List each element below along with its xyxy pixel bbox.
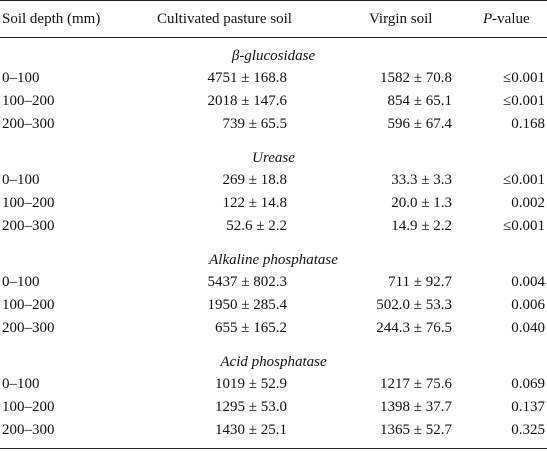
table-row: 200–300 1430 ± 25.1 1365 ± 52.7 0.325 — [0, 420, 547, 440]
cell-depth: 0–100 — [2, 172, 40, 188]
cell-p-value: 0.325 — [511, 422, 545, 438]
cell-depth: 0–100 — [2, 70, 40, 86]
header-p-suffix: -value — [492, 11, 530, 27]
section-title: Acid phosphatase — [220, 354, 327, 370]
table-header-row: Soil depth (mm) Cultivated pasture soil … — [0, 9, 547, 29]
cell-p-value: ≤0.001 — [503, 218, 545, 234]
cell-depth: 200–300 — [2, 218, 55, 234]
cell-virgin: 1365 ± 52.7 — [380, 422, 452, 438]
table-row: 100–200 1295 ± 53.0 1398 ± 37.7 0.137 — [0, 397, 547, 417]
cell-virgin: 244.3 ± 76.5 — [376, 320, 452, 336]
cell-depth: 200–300 — [2, 422, 55, 438]
cell-p-value: 0.002 — [511, 195, 545, 211]
cell-cultivated: 1019 ± 52.9 — [215, 376, 287, 392]
header-p-value: P-value — [483, 9, 530, 29]
cell-p-value: 0.137 — [511, 399, 545, 415]
table-header-rule — [0, 37, 547, 38]
cell-cultivated: 1295 ± 53.0 — [215, 399, 287, 415]
cell-depth: 200–300 — [2, 116, 55, 132]
cell-depth: 0–100 — [2, 376, 40, 392]
cell-virgin: 14.9 ± 2.2 — [391, 218, 452, 234]
cell-virgin: 854 ± 65.1 — [387, 93, 452, 109]
cell-cultivated: 2018 ± 147.6 — [207, 93, 287, 109]
cell-p-value: ≤0.001 — [503, 70, 545, 86]
table-row: 0–100 5437 ± 802.3 711 ± 92.7 0.004 — [0, 272, 547, 292]
header-virgin-soil: Virgin soil — [369, 11, 433, 27]
table-row: 100–200 2018 ± 147.6 854 ± 65.1 ≤0.001 — [0, 91, 547, 111]
cell-virgin: 33.3 ± 3.3 — [391, 172, 452, 188]
cell-virgin: 1582 ± 70.8 — [380, 70, 452, 86]
header-soil-depth: Soil depth (mm) — [2, 11, 101, 27]
header-p-letter: P — [483, 11, 493, 27]
cell-cultivated: 4751 ± 168.8 — [207, 70, 287, 86]
cell-p-value: ≤0.001 — [503, 93, 545, 109]
cell-virgin: 502.0 ± 53.3 — [376, 297, 452, 313]
table-row: 0–100 1019 ± 52.9 1217 ± 75.6 0.069 — [0, 374, 547, 394]
cell-virgin: 1398 ± 37.7 — [380, 399, 452, 415]
header-cultivated-pasture-soil: Cultivated pasture soil — [157, 11, 292, 27]
cell-cultivated: 739 ± 65.5 — [222, 116, 287, 132]
cell-p-value: 0.006 — [511, 297, 545, 313]
section-title: β-glucosidase — [231, 48, 316, 64]
cell-p-value: 0.040 — [511, 320, 545, 336]
cell-depth: 100–200 — [2, 297, 55, 313]
table-bottom-rule — [0, 448, 547, 449]
cell-cultivated: 122 ± 14.8 — [222, 195, 287, 211]
cell-depth: 100–200 — [2, 195, 55, 211]
cell-cultivated: 5437 ± 802.3 — [207, 274, 287, 290]
cell-cultivated: 1430 ± 25.1 — [215, 422, 287, 438]
cell-depth: 200–300 — [2, 320, 55, 336]
table-row: 200–300 655 ± 165.2 244.3 ± 76.5 0.040 — [0, 318, 547, 338]
cell-p-value: 0.004 — [511, 274, 545, 290]
cell-virgin: 711 ± 92.7 — [388, 274, 452, 290]
table-row: 200–300 52.6 ± 2.2 14.9 ± 2.2 ≤0.001 — [0, 216, 547, 236]
cell-depth: 100–200 — [2, 399, 55, 415]
cell-p-value: ≤0.001 — [503, 172, 545, 188]
table-row: 100–200 1950 ± 285.4 502.0 ± 53.3 0.006 — [0, 295, 547, 315]
cell-cultivated: 269 ± 18.8 — [222, 172, 287, 188]
cell-p-value: 0.168 — [511, 116, 545, 132]
cell-cultivated: 655 ± 165.2 — [215, 320, 287, 336]
cell-cultivated: 52.6 ± 2.2 — [226, 218, 287, 234]
table-row: 100–200 122 ± 14.8 20.0 ± 1.3 0.002 — [0, 193, 547, 213]
table-row: 200–300 739 ± 65.5 596 ± 67.4 0.168 — [0, 114, 547, 134]
cell-p-value: 0.069 — [511, 376, 545, 392]
cell-depth: 0–100 — [2, 274, 40, 290]
table-top-rule — [0, 0, 547, 1]
cell-cultivated: 1950 ± 285.4 — [207, 297, 287, 313]
section-title: Alkaline phosphatase — [209, 252, 338, 268]
cell-virgin: 596 ± 67.4 — [387, 116, 452, 132]
table-row: 0–100 4751 ± 168.8 1582 ± 70.8 ≤0.001 — [0, 68, 547, 88]
cell-virgin: 20.0 ± 1.3 — [391, 195, 452, 211]
cell-virgin: 1217 ± 75.6 — [380, 376, 452, 392]
cell-depth: 100–200 — [2, 93, 55, 109]
table-row: 0–100 269 ± 18.8 33.3 ± 3.3 ≤0.001 — [0, 170, 547, 190]
section-title: Urease — [252, 150, 295, 166]
